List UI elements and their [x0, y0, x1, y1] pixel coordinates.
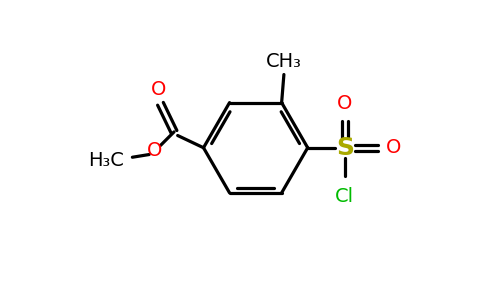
Text: S: S	[336, 136, 354, 160]
Text: O: O	[151, 80, 166, 99]
Text: H₃C: H₃C	[89, 152, 124, 170]
Text: Cl: Cl	[335, 187, 354, 206]
Text: O: O	[386, 138, 401, 157]
Text: O: O	[147, 141, 163, 160]
Text: CH₃: CH₃	[266, 52, 302, 71]
Text: O: O	[337, 94, 352, 113]
